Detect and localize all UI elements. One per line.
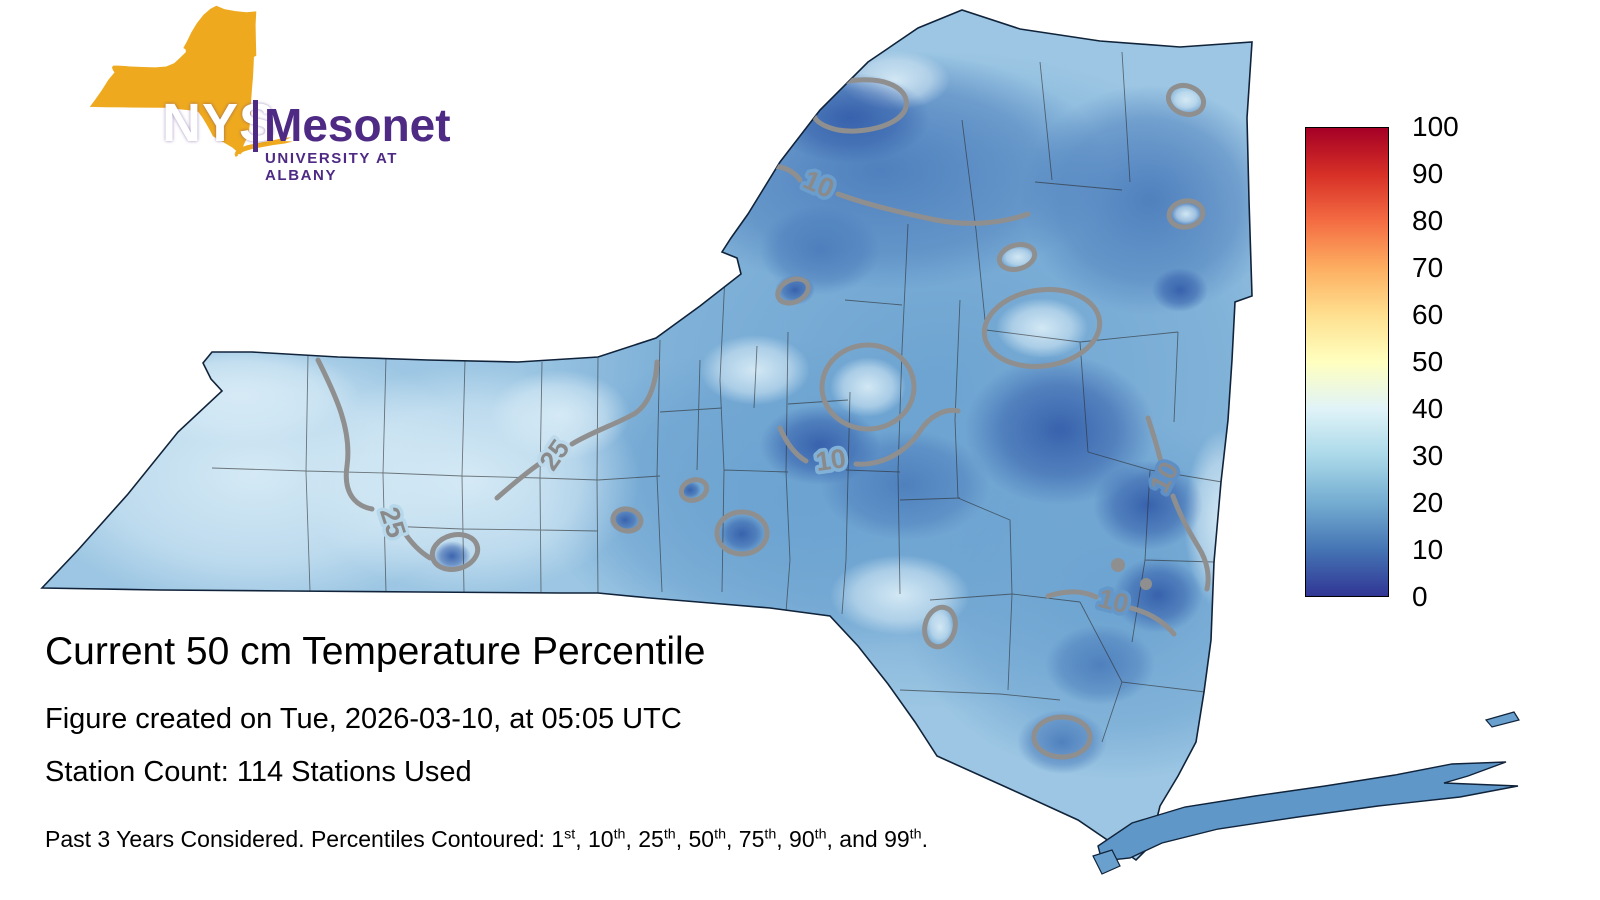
contour-lines [315, 77, 1211, 760]
contour-label: 10 [814, 443, 848, 477]
colorbar-tick-label: 60 [1412, 299, 1444, 330]
station-count: Station Count: 114 Stations Used [45, 756, 472, 788]
footnote: Past 3 Years Considered. Percentiles Con… [45, 826, 928, 853]
logo-university-text: UNIVERSITY AT ALBANY [265, 150, 399, 184]
colorbar-tick-label: 70 [1412, 252, 1444, 283]
colorbar-tick-label: 40 [1412, 393, 1444, 424]
colorbar-tick-label: 100 [1412, 111, 1459, 142]
colorbar-tick-label: 90 [1412, 158, 1444, 189]
fishers-island [1485, 711, 1520, 728]
logo-mesonet-text: Mesonet [264, 99, 451, 151]
nys-mesonet-logo: NYS Mesonet UNIVERSITY AT ALBANY [40, 0, 460, 190]
created-timestamp: Figure created on Tue, 2026-03-10, at 05… [45, 703, 682, 735]
colorbar-tick-label: 30 [1412, 440, 1444, 471]
colorbar-tick-label: 80 [1412, 205, 1444, 236]
colorbar-tick-label: 50 [1412, 346, 1444, 377]
logo-divider [253, 100, 258, 152]
colorbar [1305, 127, 1389, 597]
colorbar-ticks: 100 90 80 70 60 50 40 30 20 10 0 [1412, 111, 1532, 612]
footnote-percentiles: 1st, 10th, 25th, 50th, 75th, 90th, and 9… [551, 826, 928, 852]
county-borders [211, 51, 1223, 743]
colorbar-tick-label: 10 [1412, 534, 1444, 565]
colorbar-tick-label: 20 [1412, 487, 1444, 518]
colorbar-gradient [1306, 128, 1388, 596]
logo-nys-text: NYS [162, 93, 277, 153]
footnote-prefix: Past 3 Years Considered. Percentiles Con… [45, 826, 552, 852]
figure-title: Current 50 cm Temperature Percentile [45, 630, 706, 673]
colorbar-tick-label: 0 [1412, 581, 1428, 612]
